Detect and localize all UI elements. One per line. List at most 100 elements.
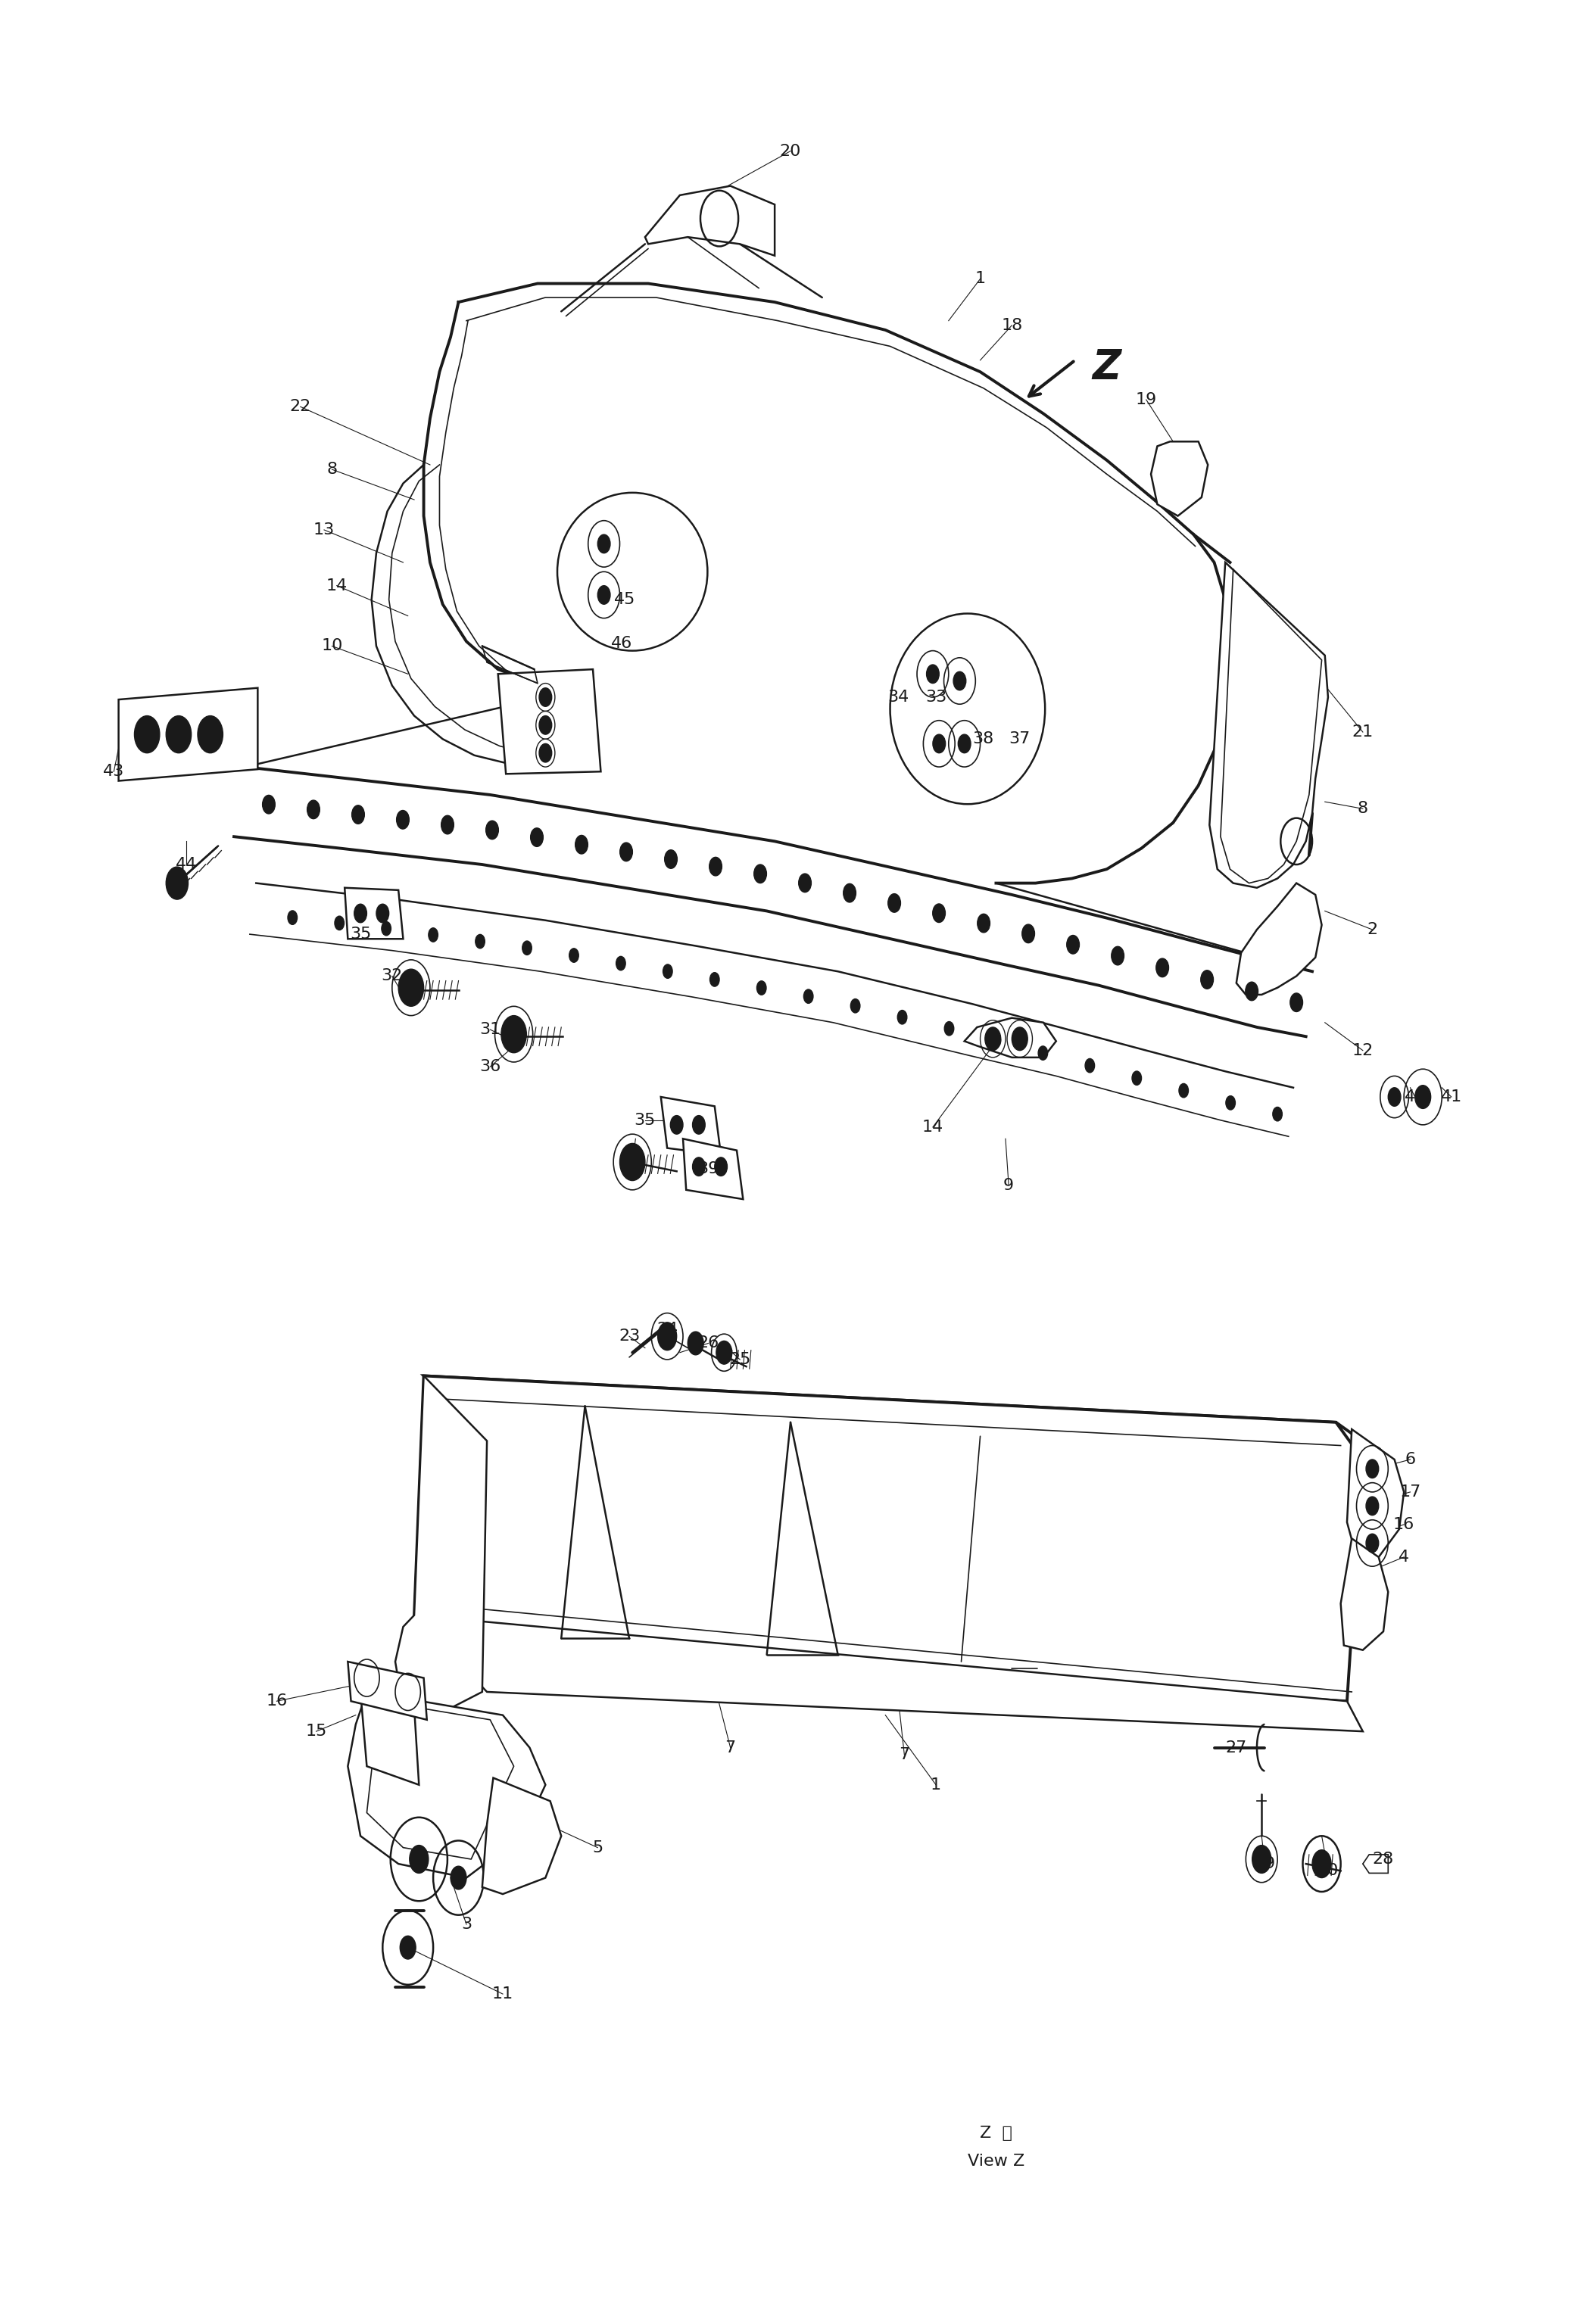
Circle shape [670,1116,683,1134]
Ellipse shape [557,493,708,651]
Text: 24: 24 [656,1322,678,1336]
Polygon shape [1341,1538,1388,1650]
Circle shape [692,1157,705,1176]
Circle shape [398,969,424,1006]
Text: 11: 11 [492,1987,514,2001]
Circle shape [598,586,610,604]
Circle shape [1021,925,1034,944]
Circle shape [715,1157,727,1176]
Circle shape [985,1027,1001,1050]
Polygon shape [645,186,775,256]
Circle shape [428,927,438,941]
Text: 31: 31 [479,1023,501,1037]
Circle shape [1366,1534,1379,1552]
Text: 2: 2 [1368,923,1377,937]
Text: 30: 30 [1317,1864,1339,1878]
Text: Z: Z [1092,349,1121,386]
Circle shape [658,1322,677,1350]
Text: 27: 27 [1225,1741,1247,1755]
Circle shape [620,844,632,862]
Circle shape [1312,1850,1331,1878]
Circle shape [522,941,531,955]
Circle shape [757,981,767,995]
Circle shape [991,1034,1001,1048]
Polygon shape [348,1692,545,1878]
Circle shape [397,811,409,830]
Polygon shape [964,1018,1056,1057]
Text: 13: 13 [313,523,335,537]
Text: 16: 16 [266,1694,288,1708]
Text: 32: 32 [381,969,403,983]
Circle shape [569,948,579,962]
Circle shape [501,1016,526,1053]
Text: 46: 46 [610,637,632,651]
Polygon shape [1347,1429,1404,1557]
Circle shape [977,913,990,932]
Circle shape [1085,1060,1094,1074]
Circle shape [134,716,160,753]
Circle shape [575,834,588,853]
Text: 33: 33 [925,690,947,704]
Circle shape [1290,992,1303,1011]
Text: 29: 29 [1254,1857,1276,1871]
Circle shape [1012,1027,1028,1050]
Polygon shape [482,1778,561,1894]
Text: 39: 39 [697,1162,719,1176]
Circle shape [1039,1046,1048,1060]
Polygon shape [360,1692,419,1785]
Text: Z  视: Z 视 [980,2126,1012,2140]
Text: 44: 44 [175,858,198,872]
Circle shape [539,744,552,762]
Circle shape [531,827,544,846]
Circle shape [307,799,319,818]
Text: 15: 15 [305,1724,327,1738]
Circle shape [353,806,365,825]
Circle shape [843,883,855,902]
Polygon shape [661,1097,721,1155]
Text: 3: 3 [462,1917,471,1931]
Text: 9: 9 [1004,1178,1013,1192]
Text: 40: 40 [621,1155,643,1169]
Circle shape [376,904,389,923]
Circle shape [889,895,901,913]
Circle shape [933,734,945,753]
Circle shape [1132,1071,1141,1085]
Circle shape [1156,957,1168,976]
Circle shape [354,904,367,923]
Circle shape [710,858,723,876]
Text: 36: 36 [479,1060,501,1074]
Circle shape [171,723,187,746]
Text: 22: 22 [289,400,311,414]
Circle shape [1179,1083,1189,1097]
Polygon shape [1236,883,1322,995]
Circle shape [716,1341,732,1364]
Polygon shape [414,1376,1363,1701]
Text: 8: 8 [1358,802,1368,816]
Text: 34: 34 [887,690,909,704]
Text: View Z: View Z [968,2154,1024,2168]
Text: 4: 4 [1399,1550,1409,1564]
Text: 14: 14 [922,1120,944,1134]
Circle shape [1111,946,1124,964]
Text: 28: 28 [1372,1852,1394,1866]
Text: 35: 35 [349,927,372,941]
Circle shape [1067,934,1080,953]
Text: 1: 1 [975,272,985,286]
Circle shape [139,723,155,746]
Circle shape [754,865,767,883]
Text: 38: 38 [972,732,994,746]
Circle shape [539,688,552,706]
Text: 23: 23 [618,1329,640,1343]
Circle shape [620,1143,645,1181]
Text: 7: 7 [726,1741,735,1755]
Text: 7: 7 [900,1748,909,1762]
Text: 42: 42 [1404,1090,1426,1104]
Circle shape [598,535,610,553]
Polygon shape [498,669,601,774]
Circle shape [1246,983,1258,1002]
Circle shape [664,851,677,869]
Polygon shape [345,888,403,939]
Circle shape [1273,1106,1282,1120]
Text: 18: 18 [1001,318,1023,332]
Text: 41: 41 [1440,1090,1462,1104]
